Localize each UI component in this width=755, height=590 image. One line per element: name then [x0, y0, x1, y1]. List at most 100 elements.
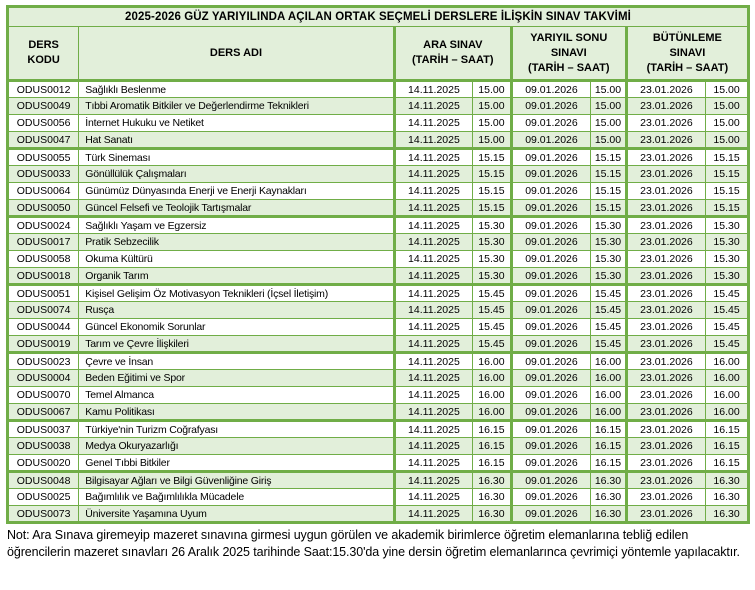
table-row: ODUS0048 Bilgisayar Ağları ve Bilgi Güven… [6, 470, 749, 489]
midterm-date-cell: 14.11.2025 [392, 505, 474, 523]
final-time-cell: 15.30 [590, 267, 627, 285]
course-code-cell: ODUS0012 [6, 80, 80, 98]
midterm-date-cell: 14.11.2025 [392, 369, 474, 387]
course-code-cell: ODUS0058 [6, 250, 80, 268]
makeup-time-cell: 15.45 [705, 301, 749, 319]
course-name-cell: Güncel Felsefi ve Teolojik Tartışmalar [78, 199, 395, 217]
course-code-cell: ODUS0049 [6, 97, 80, 115]
final-date-cell: 09.01.2026 [509, 182, 592, 200]
makeup-time-cell: 16.30 [705, 488, 749, 506]
makeup-time-cell: 16.00 [705, 351, 749, 370]
final-time-cell: 16.15 [590, 454, 627, 472]
makeup-time-cell: 15.15 [705, 182, 749, 200]
makeup-time-cell: 16.15 [705, 454, 749, 472]
course-name-cell: İnternet Hukuku ve Netiket [78, 114, 395, 132]
makeup-date-cell: 23.01.2026 [624, 250, 707, 268]
final-time-cell: 15.45 [590, 335, 627, 353]
makeup-time-cell: 15.00 [705, 114, 749, 132]
makeup-date-cell: 23.01.2026 [624, 351, 707, 370]
course-name-cell: Çevre ve İnsan [78, 351, 395, 370]
final-time-cell: 15.00 [590, 114, 627, 132]
table-row: ODUS0073 Üniversite Yaşamına Uyum 14.11.20… [6, 505, 749, 523]
makeup-date-cell: 23.01.2026 [624, 147, 707, 166]
table-title: 2025-2026 GÜZ YARIYILINDA AÇILAN ORTAK S… [7, 6, 749, 27]
midterm-time-cell: 15.45 [472, 301, 512, 319]
makeup-date-cell: 23.01.2026 [624, 488, 707, 506]
table-row: ODUS0058 Okuma Kültürü 14.11.2025 15.30 09.0… [6, 250, 749, 268]
page: 2025-2026 GÜZ YARIYILINDA AÇILAN ORTAK S… [6, 5, 750, 559]
table-row: ODUS0055 Türk Sineması 14.11.2025 15.15 09.0… [6, 147, 749, 166]
course-name-cell: Güncel Ekonomik Sorunlar [78, 318, 395, 336]
table-row: ODUS0047 Hat Sanatı 14.11.2025 15.00 09.01.2… [6, 131, 749, 149]
table-row: ODUS0004 Beden Eğitimi ve Spor 14.11.2025 1… [6, 369, 749, 387]
course-name-cell: Kişisel Gelişim Öz Motivasyon Teknikleri… [78, 283, 395, 302]
midterm-date-cell: 14.11.2025 [392, 488, 474, 506]
makeup-time-cell: 16.30 [705, 470, 749, 489]
midterm-time-cell: 16.00 [472, 369, 512, 387]
final-date-cell: 09.01.2026 [509, 335, 592, 353]
midterm-time-cell: 15.15 [472, 165, 512, 183]
midterm-date-cell: 14.11.2025 [392, 199, 474, 217]
makeup-time-cell: 15.15 [705, 165, 749, 183]
course-code-cell: ODUS0019 [6, 335, 80, 353]
final-date-cell: 09.01.2026 [509, 199, 592, 217]
course-code-cell: ODUS0055 [6, 147, 80, 166]
final-time-cell: 15.45 [590, 301, 627, 319]
course-name-cell: Türk Sineması [78, 147, 395, 166]
table-row: ODUS0070 Temel Almanca 14.11.2025 16.00 09.0… [6, 386, 749, 404]
course-name-cell: Beden Eğitimi ve Spor [78, 369, 395, 387]
exam-table-body: ODUS0012 Sağlıklı Beslenme 14.11.2025 15.00… [6, 80, 749, 523]
course-name-cell: Türkiye'nin Turizm Coğrafyası [78, 419, 395, 438]
makeup-date-cell: 23.01.2026 [624, 437, 707, 455]
makeup-time-cell: 15.45 [705, 318, 749, 336]
table-row: ODUS0051 Kişisel Gelişim Öz Motivasyon Te… [6, 283, 749, 302]
footnote: Not: Ara Sınava giremeyip mazeret sınavı… [7, 528, 740, 559]
course-code-cell: ODUS0017 [6, 233, 80, 251]
course-code-cell: ODUS0050 [6, 199, 80, 217]
final-time-cell: 15.15 [590, 165, 627, 183]
final-time-cell: 15.00 [590, 80, 627, 98]
midterm-time-cell: 15.30 [472, 250, 512, 268]
midterm-date-cell: 14.11.2025 [392, 386, 474, 404]
column-header-row: DERS KODU DERS ADI ARA SINAV (TARİH – SA… [6, 26, 750, 82]
midterm-time-cell: 15.30 [472, 215, 512, 234]
final-time-cell: 15.15 [590, 199, 627, 217]
midterm-date-cell: 14.11.2025 [392, 454, 474, 472]
makeup-date-cell: 23.01.2026 [624, 215, 707, 234]
midterm-date-cell: 14.11.2025 [392, 80, 474, 98]
course-name-cell: Tarım ve Çevre İlişkileri [78, 335, 395, 353]
table-row: ODUS0067 Kamu Politikası 14.11.2025 16.00 09… [6, 403, 749, 421]
course-code-cell: ODUS0033 [6, 165, 80, 183]
makeup-time-cell: 15.15 [705, 199, 749, 217]
course-name-cell: Gönüllülük Çalışmaları [78, 165, 395, 183]
table-row: ODUS0020 Genel Tıbbi Bitkiler 14.11.2025 16… [6, 454, 749, 472]
course-code-cell: ODUS0037 [6, 419, 80, 438]
final-date-cell: 09.01.2026 [509, 267, 592, 285]
makeup-time-cell: 16.15 [705, 437, 749, 455]
makeup-date-cell: 23.01.2026 [624, 165, 707, 183]
table-row: ODUS0018 Organik Tarım 14.11.2025 15.30 09.0… [6, 267, 749, 285]
midterm-time-cell: 15.30 [472, 233, 512, 251]
midterm-date-cell: 14.11.2025 [392, 215, 474, 234]
midterm-time-cell: 15.00 [472, 80, 512, 98]
makeup-date-cell: 23.01.2026 [624, 386, 707, 404]
course-name-cell: Okuma Kültürü [78, 250, 395, 268]
makeup-date-cell: 23.01.2026 [624, 335, 707, 353]
final-date-cell: 09.01.2026 [509, 454, 592, 472]
final-date-cell: 09.01.2026 [509, 403, 592, 421]
makeup-date-cell: 23.01.2026 [624, 131, 707, 149]
midterm-date-cell: 14.11.2025 [392, 351, 474, 370]
midterm-time-cell: 15.45 [472, 318, 512, 336]
course-name-cell: Rusça [78, 301, 395, 319]
final-time-cell: 15.30 [590, 233, 627, 251]
table-row: ODUS0012 Sağlıklı Beslenme 14.11.2025 15.00… [6, 80, 749, 98]
final-date-cell: 09.01.2026 [509, 386, 592, 404]
final-date-cell: 09.01.2026 [509, 215, 592, 234]
course-code-cell: ODUS0047 [6, 131, 80, 149]
makeup-date-cell: 23.01.2026 [624, 267, 707, 285]
course-name-cell: Sağlıklı Yaşam ve Egzersiz [78, 215, 395, 234]
makeup-date-cell: 23.01.2026 [624, 283, 707, 302]
exam-schedule-table: 2025-2026 GÜZ YARIYILINDA AÇILAN ORTAK S… [6, 5, 750, 524]
midterm-date-cell: 14.11.2025 [392, 318, 474, 336]
midterm-date-cell: 14.11.2025 [392, 335, 474, 353]
